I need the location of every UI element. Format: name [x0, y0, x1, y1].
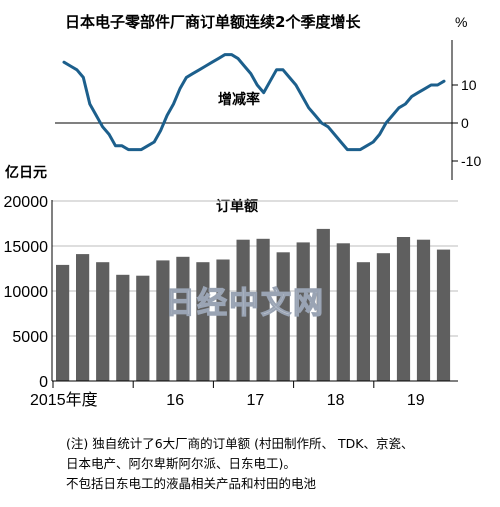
- footnote-line-3: 不包括日东电工的液晶相关产品和村田的电池: [66, 476, 317, 491]
- order-bar: [76, 254, 90, 381]
- order-bar: [216, 259, 230, 381]
- order-bar: [196, 262, 210, 381]
- order-bar: [96, 262, 110, 381]
- bar-ytick-label: 10000: [4, 284, 49, 301]
- line-chart-title: 日本电子零部件厂商订单额连续2个季度增长: [65, 13, 361, 31]
- line-tick-label: 10: [461, 77, 477, 93]
- bar-ytick-label: 5000: [12, 329, 48, 346]
- bar-ytick-label: 15000: [4, 239, 49, 256]
- bar-xtick-label: 17: [247, 392, 265, 409]
- order-bar: [156, 260, 170, 381]
- order-bar: [256, 238, 270, 381]
- bar-xtick-label: 19: [407, 392, 425, 409]
- order-bar: [276, 252, 290, 381]
- footnote-line-2: 日本电产、阿尔卑斯阿尔派、日东电工)。: [66, 456, 296, 471]
- order-bar: [416, 239, 431, 381]
- bar-xtick-label: 18: [327, 392, 345, 409]
- bar-chart-title: 订单额: [216, 198, 258, 215]
- order-bar: [296, 242, 310, 381]
- bar-xtick-label: 16: [166, 392, 184, 409]
- order-bar: [436, 249, 451, 381]
- order-bar: [356, 262, 370, 381]
- line-tick-label: 0: [461, 115, 469, 131]
- rate-line: [62, 53, 446, 152]
- order-bar: [136, 275, 150, 381]
- order-bar: [236, 239, 250, 381]
- rate-annotation: 增减率: [218, 91, 260, 108]
- order-bar: [336, 243, 350, 381]
- bar-xtick-label: 2015年度: [30, 391, 98, 409]
- bar-ylabel: 亿日元: [5, 164, 47, 181]
- order-bar: [176, 256, 190, 381]
- line-tick-label: -10: [461, 153, 481, 169]
- order-bar: [396, 237, 411, 381]
- footnote-line-1: (注) 独自统计了6大厂商的订单额 (村田制作所、 TDK、京瓷、: [66, 436, 414, 451]
- order-bar: [376, 253, 390, 381]
- order-bar: [316, 228, 330, 381]
- watermark: 日经中文网: [165, 286, 325, 321]
- bar-ytick-label: 0: [39, 374, 48, 391]
- line-unit-label: %: [455, 14, 467, 30]
- footnote: (注) 独自统计了6大厂商的订单额 (村田制作所、 TDK、京瓷、 日本电产、阿…: [66, 434, 491, 494]
- order-bar: [116, 274, 130, 381]
- bar-ytick-label: 20000: [4, 194, 49, 211]
- order-bar: [56, 264, 70, 381]
